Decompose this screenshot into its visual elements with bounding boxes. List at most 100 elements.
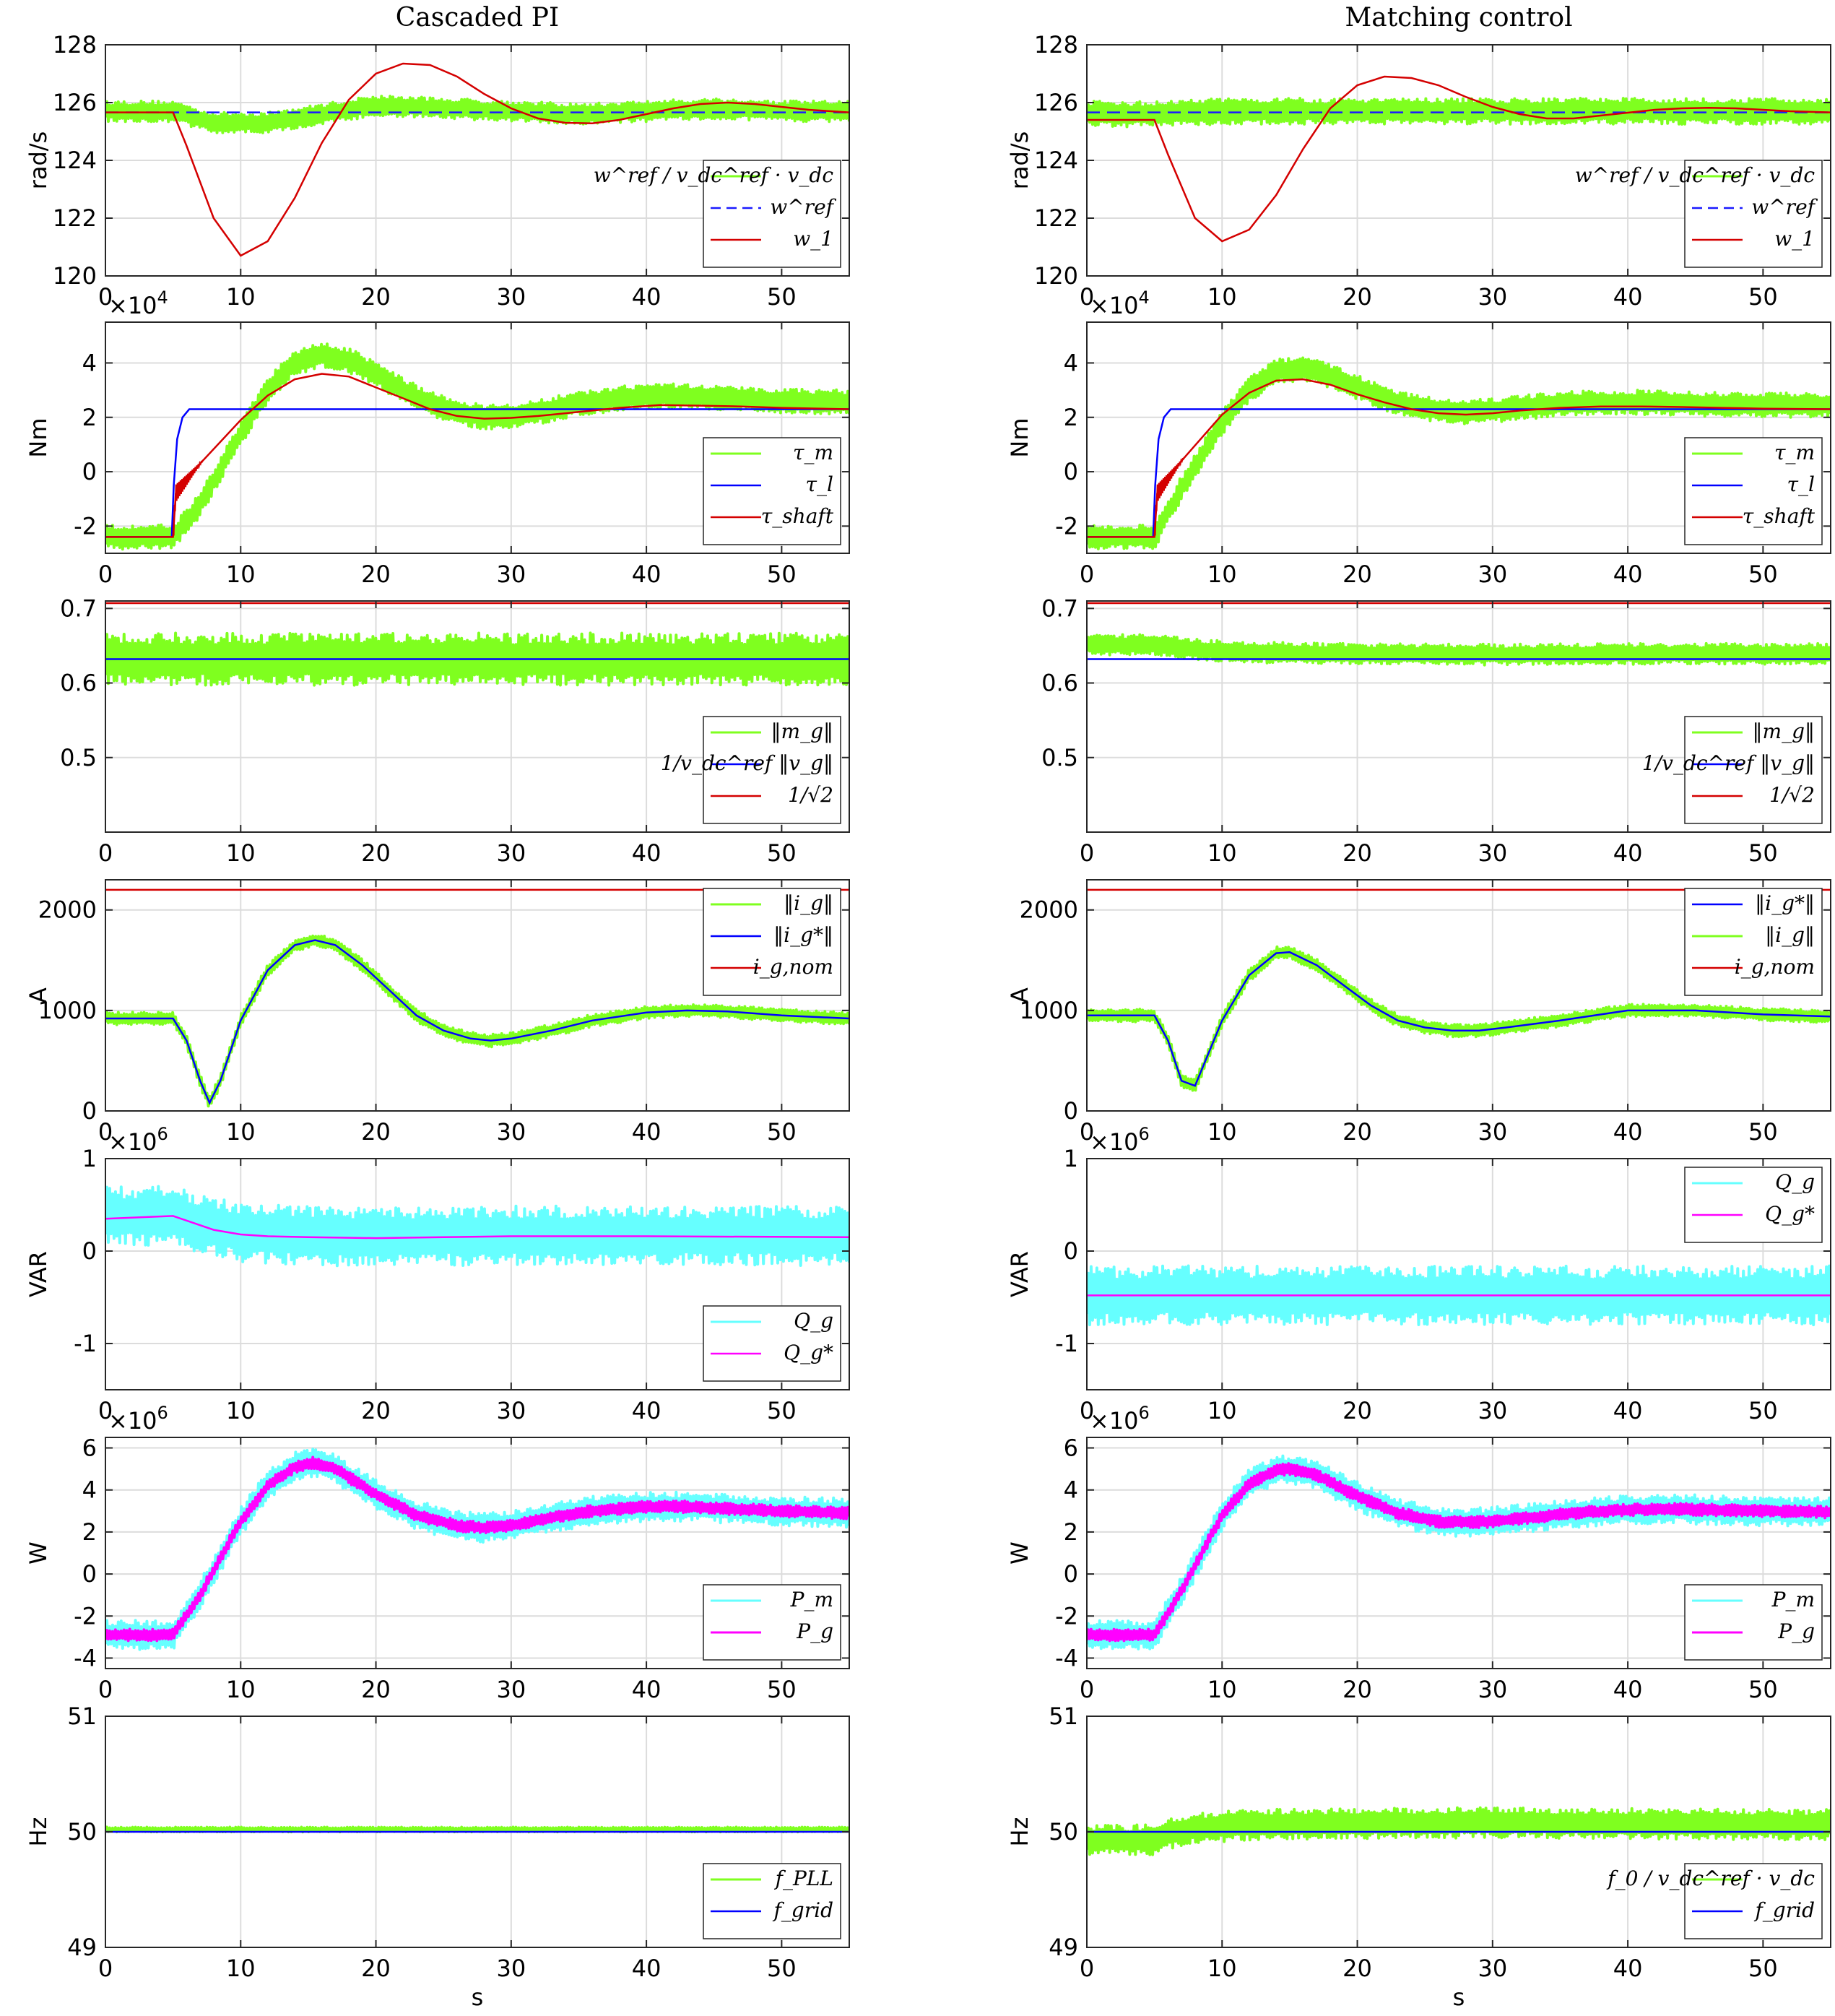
legend: P_m P_g bbox=[703, 1584, 841, 1661]
legend-box bbox=[1684, 716, 1823, 824]
svg-text:i_g,nom: i_g,nom bbox=[1735, 955, 1815, 979]
y-tick-label: 1 bbox=[82, 1145, 97, 1172]
svg-text:τ_l: τ_l bbox=[806, 472, 833, 496]
x-tick-label: 0 bbox=[1080, 1118, 1094, 1146]
x-tick-label: 20 bbox=[1342, 1955, 1372, 1982]
y-tick-label: 1 bbox=[1064, 1145, 1078, 1172]
svg-text:w_1: w_1 bbox=[793, 227, 833, 251]
series-group bbox=[105, 1185, 849, 1268]
legend-label: w_1 bbox=[793, 227, 833, 251]
axis-exponent-power: 6 bbox=[1139, 1403, 1150, 1423]
svg-text:Q_g: Q_g bbox=[1775, 1170, 1815, 1194]
y-tick-label: -1 bbox=[1055, 1330, 1078, 1357]
legend-label: Q_g* bbox=[784, 1341, 833, 1364]
x-tick-label: 30 bbox=[1478, 283, 1507, 311]
legend: w^ref / v_dc^ref · v_dc w^ref w_1 bbox=[1575, 160, 1823, 268]
y-tick-label: 2 bbox=[1064, 1518, 1078, 1546]
legend: τ_m τ_l τ_shaft bbox=[1684, 437, 1823, 545]
x-tick-label: 50 bbox=[1748, 283, 1778, 311]
legend-label: ‖i_g‖ bbox=[784, 891, 833, 915]
legend-label: P_g bbox=[796, 1619, 833, 1643]
series-group bbox=[1087, 602, 1831, 667]
axis-exponent-power: 6 bbox=[157, 1124, 168, 1144]
x-tick-label: 0 bbox=[98, 283, 113, 311]
series-f-pll-line bbox=[105, 1825, 849, 1834]
legend-label: τ_shaft bbox=[1743, 504, 1816, 528]
svg-text:‖i_g*‖: ‖i_g*‖ bbox=[773, 923, 833, 947]
y-axis-label: rad/s bbox=[1006, 131, 1033, 190]
series-group bbox=[105, 1448, 849, 1651]
series-q-g-line bbox=[105, 1215, 849, 1240]
x-tick-label: 30 bbox=[496, 1397, 526, 1424]
y-tick-label: 122 bbox=[1034, 204, 1078, 232]
legend: ‖m_g‖ 1/v_dc^ref ‖v_g‖ 1/√2 bbox=[661, 716, 841, 824]
svg-text:‖m_g‖: ‖m_g‖ bbox=[771, 719, 833, 743]
svg-text:w^ref / v_dc^ref · v_dc: w^ref / v_dc^ref · v_dc bbox=[1575, 163, 1816, 187]
axes-box bbox=[1086, 600, 1831, 833]
svg-text:w_1: w_1 bbox=[1774, 227, 1815, 251]
series-p-g-line bbox=[105, 1455, 849, 1643]
y-tick-label: 6 bbox=[82, 1435, 97, 1462]
x-tick-label: 30 bbox=[1478, 561, 1507, 588]
x-tick-label: 20 bbox=[1342, 1676, 1372, 1703]
x-tick-label: 10 bbox=[1207, 283, 1237, 311]
x-tick-label: 50 bbox=[1748, 1118, 1778, 1146]
axis-exponent-power: 6 bbox=[1139, 1124, 1150, 1144]
x-tick-label: 10 bbox=[226, 1397, 256, 1424]
svg-text:f_PLL: f_PLL bbox=[774, 1866, 833, 1890]
svg-text:w^ref: w^ref bbox=[1751, 195, 1818, 219]
series-f-0-v-dc-ref-v-dc-line bbox=[1087, 1806, 1831, 1856]
y-tick-label: 126 bbox=[53, 89, 97, 116]
axis-exponent-power: 6 bbox=[157, 1403, 168, 1423]
y-tick-label: 0 bbox=[1064, 1560, 1078, 1588]
legend-box bbox=[1684, 1863, 1823, 1939]
axes-box bbox=[105, 879, 850, 1112]
x-tick-label: 10 bbox=[1207, 1118, 1237, 1146]
x-tick-label: 40 bbox=[632, 1118, 661, 1146]
axes-box bbox=[1086, 879, 1831, 1112]
series-i-g-line bbox=[1087, 951, 1831, 1087]
chart-cascaded-pi-row3: 0 10 20 30 40 50 0.5 0.6 0.7 ‖m_g‖ 1/v_dc^ref ‖v_g… bbox=[60, 594, 850, 867]
legend-label: 1/√2 bbox=[1769, 783, 1815, 807]
legend-box bbox=[703, 888, 841, 996]
series-group bbox=[1087, 1806, 1831, 1856]
axis-exponent-label: ×104 bbox=[1090, 287, 1150, 319]
y-tick-label: 120 bbox=[1034, 262, 1078, 290]
x-tick-label: 20 bbox=[1342, 283, 1372, 311]
y-tick-label: 0 bbox=[82, 458, 97, 485]
y-tick-label: 51 bbox=[1049, 1703, 1078, 1730]
x-tick-label: 30 bbox=[496, 839, 526, 867]
series-m-line bbox=[1087, 356, 1831, 550]
y-tick-label: 2 bbox=[82, 1518, 97, 1546]
x-tick-label: 10 bbox=[1207, 839, 1237, 867]
series-w-1-line bbox=[1087, 75, 1831, 243]
legend-box bbox=[703, 1863, 841, 1939]
svg-text:1/v_dc^ref ‖v_g‖: 1/v_dc^ref ‖v_g‖ bbox=[661, 751, 833, 775]
y-tick-label: 51 bbox=[67, 1703, 97, 1730]
series-m-g-line bbox=[105, 631, 849, 687]
legend-label: w^ref bbox=[1751, 195, 1818, 219]
x-tick-label: 50 bbox=[1748, 1676, 1778, 1703]
axes-box bbox=[105, 321, 850, 554]
x-tick-label: 0 bbox=[98, 1676, 113, 1703]
y-tick-label: 0 bbox=[1064, 458, 1078, 485]
x-tick-label: 50 bbox=[1748, 1955, 1778, 1982]
legend-box bbox=[1684, 888, 1823, 996]
svg-text:f_0 / v_dc^ref · v_dc: f_0 / v_dc^ref · v_dc bbox=[1606, 1866, 1815, 1890]
series-q-g-line bbox=[1087, 1264, 1831, 1327]
legend-box bbox=[703, 1305, 841, 1382]
y-axis-label: Hz bbox=[1006, 1817, 1033, 1847]
chart-cascaded-pi-row7: 0 10 20 30 40 50 49 50 51 Hz f_PLL f_grid bbox=[25, 1703, 850, 1982]
legend-box bbox=[703, 437, 841, 545]
x-tick-label: 10 bbox=[226, 561, 256, 588]
legend: ‖i_g‖ ‖i_g*‖ i_g,nom bbox=[703, 888, 841, 996]
y-axis-label: VAR bbox=[25, 1251, 52, 1297]
x-tick-label: 30 bbox=[1478, 1118, 1507, 1146]
x-tick-label: 20 bbox=[361, 839, 391, 867]
x-tick-label: 30 bbox=[496, 1118, 526, 1146]
y-tick-label: -1 bbox=[74, 1330, 97, 1357]
legend: w^ref / v_dc^ref · v_dc w^ref w_1 bbox=[594, 160, 841, 268]
